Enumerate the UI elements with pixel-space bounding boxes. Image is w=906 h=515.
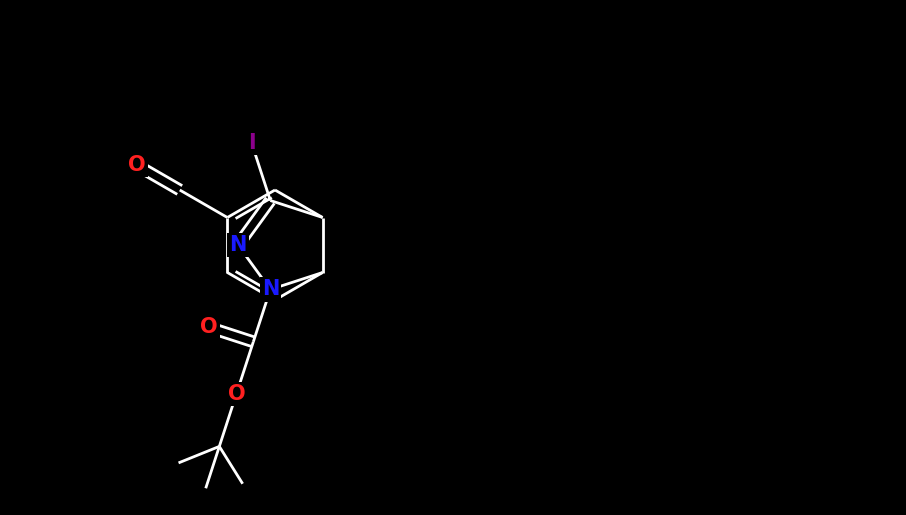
- Text: N: N: [229, 235, 246, 255]
- Text: O: O: [227, 384, 246, 404]
- Text: O: O: [128, 155, 146, 175]
- Text: N: N: [262, 280, 279, 300]
- Text: I: I: [248, 133, 255, 153]
- Text: O: O: [200, 317, 217, 337]
